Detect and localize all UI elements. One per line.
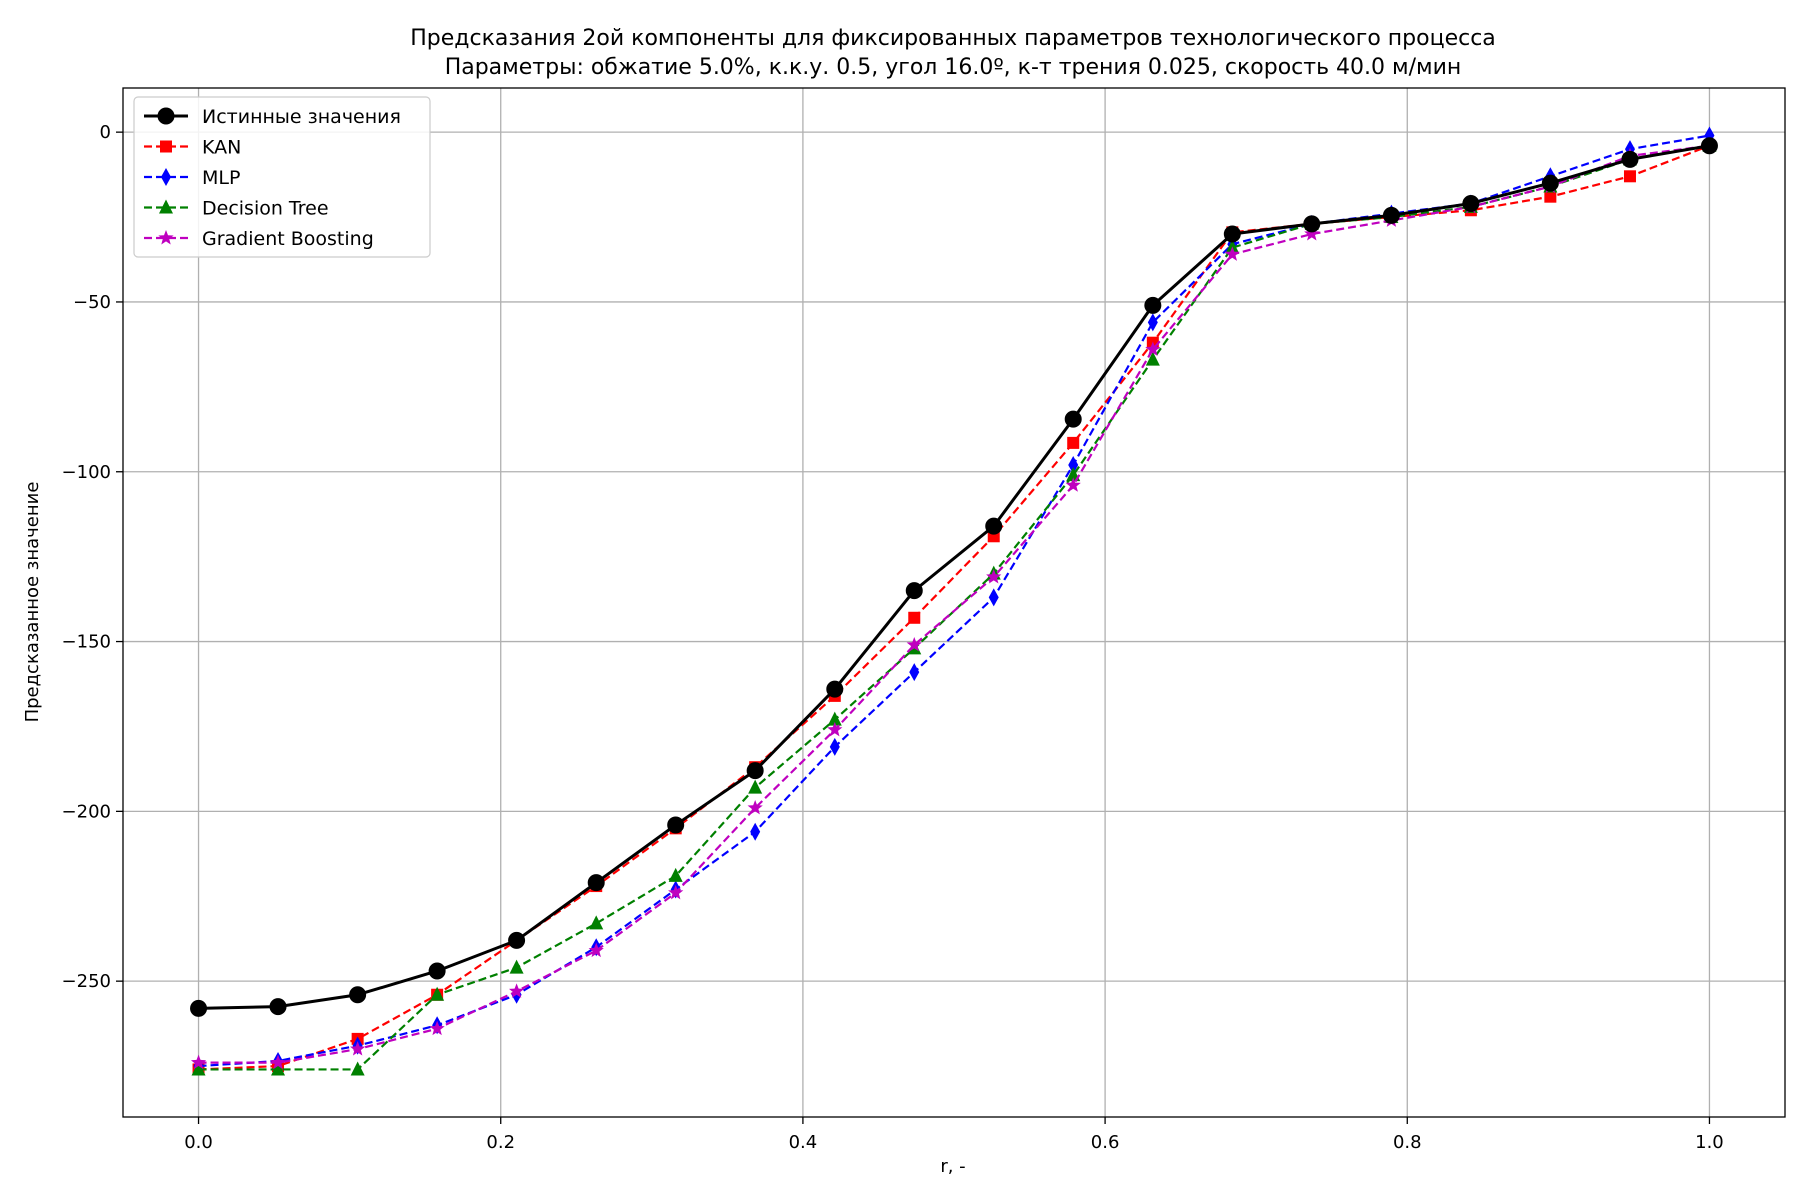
legend-label: KAN [202, 137, 241, 159]
data-point [1382, 206, 1400, 224]
data-point [508, 931, 526, 949]
data-point [829, 737, 840, 756]
data-point [1068, 455, 1079, 474]
legend-marker [157, 107, 175, 125]
data-point [1462, 194, 1480, 212]
x-tick-label: 0.0 [184, 1132, 213, 1153]
x-tick-label: 0.6 [1091, 1132, 1120, 1153]
data-point [667, 816, 685, 834]
data-point [1065, 477, 1081, 492]
data-point [1621, 150, 1639, 168]
data-point [988, 588, 999, 607]
data-point [428, 962, 446, 980]
data-point [746, 762, 764, 780]
data-point [747, 799, 763, 815]
grid [123, 88, 1785, 1117]
series-line [198, 144, 1710, 1010]
series-line [198, 144, 1710, 1064]
data-point [350, 1061, 365, 1076]
series-line [198, 144, 1710, 1071]
legend-marker [158, 230, 174, 245]
chart-subtitle: Параметры: обжатие 5.0%, к.к.у. 0.5, уго… [445, 55, 1462, 80]
data-point [509, 959, 524, 974]
data-point [985, 517, 1003, 535]
data-point [1144, 296, 1162, 314]
data-point [668, 867, 683, 882]
legend-entry: Истинные значения [144, 106, 401, 128]
data-point [271, 1061, 286, 1076]
data-point [269, 998, 287, 1016]
data-point [508, 983, 525, 998]
data-point [827, 721, 843, 737]
data-point [1303, 215, 1321, 233]
data-point [986, 569, 1002, 584]
legend-entry: Gradient Boosting [144, 228, 374, 250]
data-point [1145, 351, 1160, 366]
data-point [1145, 341, 1161, 356]
data-point [1623, 170, 1636, 183]
data-point [1700, 137, 1718, 155]
x-tick-label: 0.2 [486, 1132, 515, 1153]
y-tick-label: −200 [62, 801, 111, 822]
data-point [430, 986, 445, 1001]
y-axis-label: Предсказанное значение [22, 482, 43, 723]
legend-label: Decision Tree [202, 198, 329, 220]
data-point [668, 884, 684, 900]
data-point [909, 663, 920, 682]
data-point [1223, 225, 1241, 243]
legend-marker [159, 199, 173, 214]
legend-entry: MLP [144, 167, 240, 189]
x-tick-label: 0.8 [1393, 1132, 1422, 1153]
data-point [1067, 436, 1080, 449]
data-point [905, 582, 923, 600]
series-истинные-значения [190, 137, 1718, 1017]
x-tick-label: 1.0 [1695, 1132, 1724, 1153]
legend: Истинные значения KAN MLP Decision Tree Grad… [133, 96, 431, 258]
y-tick-label: −100 [62, 462, 111, 483]
legend-marker [161, 168, 171, 186]
y-tick-label: −150 [62, 632, 111, 653]
y-tick-label: 0 [100, 122, 111, 143]
legend-marker [160, 140, 172, 153]
data-point [1224, 246, 1240, 261]
legend-label: MLP [202, 167, 240, 189]
data-point [1147, 313, 1158, 332]
data-point [587, 874, 605, 892]
legend-label: Gradient Boosting [202, 228, 374, 250]
x-tick-label: 0.4 [789, 1132, 818, 1153]
data-point [1544, 190, 1557, 203]
plot-frame [122, 87, 1786, 1118]
legend-box [133, 96, 431, 258]
data-point [349, 986, 367, 1004]
data-point [906, 636, 922, 652]
data-point [827, 711, 842, 726]
chart-title: Предсказания 2ой компоненты для фиксиров… [410, 26, 1496, 51]
legend-label: Истинные значения [202, 106, 401, 128]
x-axis-label: r, - [940, 1156, 965, 1177]
series-layer [190, 126, 1718, 1076]
legend-entry: Decision Tree [144, 198, 329, 220]
data-point [750, 822, 761, 841]
data-point [190, 999, 208, 1017]
data-point [908, 611, 921, 624]
y-tick-label: −50 [73, 292, 111, 313]
data-point [1541, 174, 1559, 192]
data-point [588, 942, 604, 958]
data-point [429, 1020, 445, 1036]
data-point [748, 779, 763, 794]
legend-entry: KAN [144, 137, 241, 159]
data-point [826, 680, 844, 698]
data-point [270, 1054, 286, 1070]
data-point [350, 1041, 366, 1056]
data-point [1064, 410, 1082, 428]
data-point [191, 1061, 206, 1076]
data-point [589, 915, 604, 930]
data-point [190, 1054, 207, 1070]
data-point [1304, 226, 1320, 241]
y-tick-label: −250 [62, 971, 111, 992]
ticks: 0.0 0.2 0.4 0.6 0.8 1.0 0 −50 −100 −150 −200 −250 [62, 122, 1724, 1153]
